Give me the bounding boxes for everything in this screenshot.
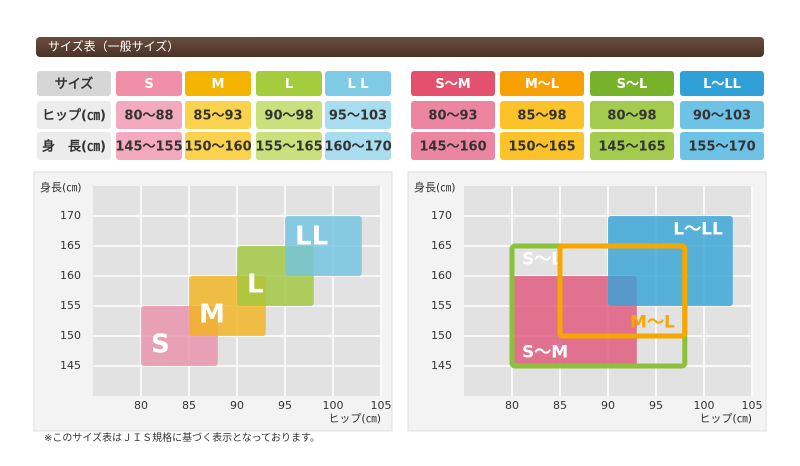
cell-text: 90～98 xyxy=(264,109,313,124)
cell-text: 95～103 xyxy=(329,109,387,124)
note: ※このサイズ表はＪＩＳ規格に基づく表示となっております。 xyxy=(44,431,320,444)
cell-text: 90～103 xyxy=(693,109,751,124)
y-tick-label: 145 xyxy=(431,359,452,372)
x-tick-label: 80 xyxy=(505,399,519,412)
region-label: M xyxy=(199,300,225,330)
y-tick-label: 170 xyxy=(431,209,452,222)
y-axis-label: 身長(㎝) xyxy=(40,180,82,194)
header-cell xyxy=(37,71,111,96)
x-tick-label: 90 xyxy=(601,399,615,412)
x-tick-label: 95 xyxy=(278,399,292,412)
header-text: S～M xyxy=(435,77,470,92)
x-tick-label: 85 xyxy=(553,399,567,412)
cell xyxy=(590,132,674,160)
cell xyxy=(256,101,322,129)
header-text: L L xyxy=(347,77,368,92)
cell xyxy=(411,132,495,160)
region-label: M～L xyxy=(630,312,675,332)
cell xyxy=(37,132,111,160)
header-text: M xyxy=(212,77,225,92)
cell-text: ヒップ(㎝) xyxy=(42,109,106,124)
region-label: L～LL xyxy=(673,220,723,240)
cell-text: 145～155 xyxy=(115,140,182,155)
cell xyxy=(411,101,495,129)
y-axis-label: 身長(㎝) xyxy=(414,180,456,194)
x-tick-label: 85 xyxy=(182,399,196,412)
x-tick-label: 105 xyxy=(371,399,392,412)
x-axis-label: ヒップ(㎝) xyxy=(699,412,752,425)
x-tick-label: 80 xyxy=(134,399,148,412)
cell xyxy=(590,101,674,129)
header-text: L～LL xyxy=(703,77,741,92)
y-tick-label: 155 xyxy=(60,299,81,312)
header-text: S～L xyxy=(617,77,648,92)
header-text: サイズ xyxy=(55,76,94,92)
cell-text: 155～165 xyxy=(255,140,322,155)
title-bar xyxy=(36,37,764,57)
size-region xyxy=(608,216,733,306)
cell xyxy=(680,101,764,129)
cell xyxy=(680,132,764,160)
region-label: S～L xyxy=(522,250,562,270)
y-tick-label: 160 xyxy=(60,269,81,282)
header-cell xyxy=(680,71,764,96)
header-text: M～L xyxy=(525,77,559,92)
cell-text: 85～98 xyxy=(517,109,566,124)
x-axis-label: ヒップ(㎝) xyxy=(328,412,381,425)
cell xyxy=(185,101,251,129)
cell xyxy=(185,132,251,160)
region-label: L xyxy=(247,270,264,300)
cell-text: 150～165 xyxy=(508,140,575,155)
cell-text: 145～165 xyxy=(598,140,665,155)
header-cell xyxy=(116,71,182,96)
cell-text: 160～170 xyxy=(324,140,391,155)
cell xyxy=(500,101,584,129)
cell-text: 80～98 xyxy=(607,109,656,124)
header-text: L xyxy=(285,77,293,92)
cell-text: 80～88 xyxy=(124,109,173,124)
cell-text: 150～160 xyxy=(184,140,251,155)
cell-text: 80～93 xyxy=(428,109,477,124)
y-tick-label: 170 xyxy=(60,209,81,222)
cell-text: 85～93 xyxy=(193,109,242,124)
header-cell xyxy=(185,71,251,96)
cell xyxy=(116,101,182,129)
cell xyxy=(37,101,111,129)
header-cell xyxy=(325,71,391,96)
cell xyxy=(116,132,182,160)
size-region xyxy=(285,216,362,276)
cell xyxy=(325,132,391,160)
cell xyxy=(325,101,391,129)
x-tick-label: 90 xyxy=(230,399,244,412)
y-tick-label: 160 xyxy=(431,269,452,282)
y-tick-label: 155 xyxy=(431,299,452,312)
y-tick-label: 150 xyxy=(60,329,81,342)
x-tick-label: 100 xyxy=(694,399,715,412)
x-tick-label: 105 xyxy=(742,399,763,412)
size-region xyxy=(557,243,688,339)
title: サイズ表（一般サイズ） xyxy=(48,39,179,54)
header-text: S xyxy=(144,77,153,92)
region-label: LL xyxy=(295,221,328,251)
y-tick-label: 165 xyxy=(60,239,81,252)
cell-text: 155～170 xyxy=(688,140,755,155)
region-label: S～M xyxy=(522,342,568,362)
cell-text: 身 長(㎝) xyxy=(42,139,106,155)
x-tick-label: 95 xyxy=(649,399,663,412)
cell xyxy=(256,132,322,160)
x-tick-label: 100 xyxy=(323,399,344,412)
region-label: S xyxy=(151,330,170,360)
cell xyxy=(500,132,584,160)
header-cell xyxy=(411,71,495,96)
y-tick-label: 145 xyxy=(60,359,81,372)
size-region xyxy=(512,276,637,366)
y-tick-label: 165 xyxy=(431,239,452,252)
header-cell xyxy=(590,71,674,96)
header-cell xyxy=(500,71,584,96)
header-cell xyxy=(256,71,322,96)
y-tick-label: 150 xyxy=(431,329,452,342)
cell-text: 145～160 xyxy=(419,140,486,155)
